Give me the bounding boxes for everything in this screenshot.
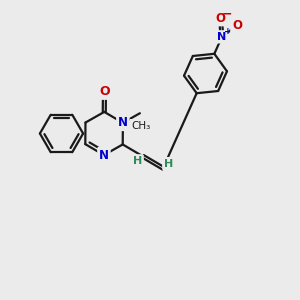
Text: H: H <box>133 156 142 166</box>
Text: N: N <box>118 116 128 129</box>
Text: +: + <box>224 27 231 36</box>
Text: −: − <box>222 7 232 20</box>
Text: N: N <box>217 32 226 42</box>
Text: H: H <box>164 159 173 169</box>
Text: CH₃: CH₃ <box>132 121 151 131</box>
Text: N: N <box>99 148 109 162</box>
Text: O: O <box>215 12 226 25</box>
Text: O: O <box>232 19 242 32</box>
Text: O: O <box>99 85 110 98</box>
